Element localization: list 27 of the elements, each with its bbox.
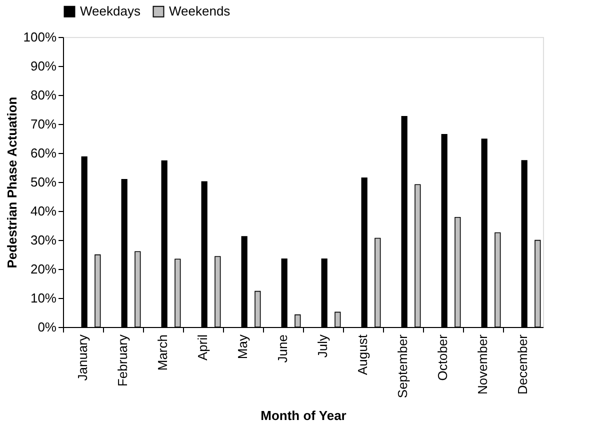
y-axis-title: Pedestrian Phase Actuation	[4, 96, 20, 268]
y-tick-label: 80%	[30, 88, 57, 102]
x-tick-label: May	[235, 334, 250, 360]
legend-label: Weekdays	[80, 4, 141, 19]
x-tick-label: December	[515, 334, 530, 394]
y-tick-label: 50%	[30, 174, 57, 190]
y-tick-label: 20%	[30, 262, 57, 276]
x-tick-label: January	[75, 334, 90, 381]
y-tick-label: 30%	[30, 232, 57, 248]
x-tick-label: October	[435, 334, 450, 381]
y-tick-label: 10%	[30, 290, 57, 306]
y-tick-label: 0%	[38, 320, 57, 334]
y-tick-label: 70%	[30, 116, 57, 132]
x-tick-label: April	[195, 334, 210, 361]
x-axis-title: Month of Year	[260, 408, 346, 424]
y-tick-label: 100%	[23, 30, 57, 44]
y-tick-label: 60%	[30, 146, 57, 160]
x-tick-label: September	[395, 334, 410, 398]
x-tick-label: November	[475, 334, 490, 394]
x-tick-label: August	[355, 334, 370, 375]
x-tick-label: February	[115, 334, 130, 387]
legend-label: Weekends	[169, 4, 231, 19]
y-tick-label: 90%	[30, 58, 57, 74]
x-tick-label: June	[275, 334, 290, 363]
x-tick-label: July	[315, 334, 330, 358]
x-tick-label: March	[155, 334, 170, 371]
y-tick-label: 40%	[30, 204, 57, 218]
